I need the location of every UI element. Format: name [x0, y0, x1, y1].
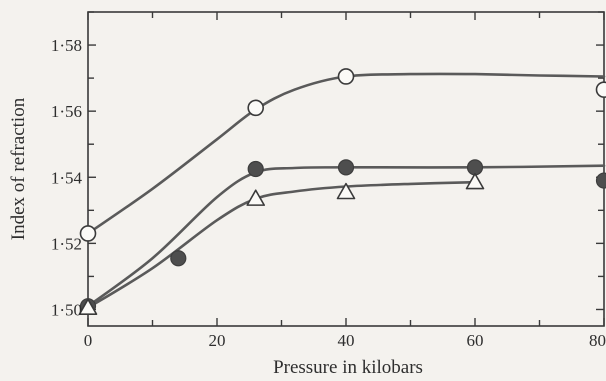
open-triangle-point	[465, 172, 485, 190]
fitted-curve-open-circle	[86, 72, 606, 235]
filled-circle-point	[337, 159, 355, 176]
y-tick-label: 1·56	[51, 102, 82, 121]
x-tick-label: 80	[589, 331, 606, 350]
filled-circle-point	[595, 172, 606, 189]
filled-circle-point	[247, 160, 264, 178]
y-tick-label: 1·58	[51, 36, 82, 55]
tick-labels: 0 20 40 60 80 1·50 1·52 1·54 1·56 1·58	[51, 36, 606, 350]
filled-circle-point	[466, 159, 484, 176]
x-tick-label: 0	[84, 331, 93, 350]
y-tick-label: 1·52	[51, 234, 82, 253]
x-tick-label: 60	[467, 331, 484, 350]
axes	[87, 11, 605, 327]
open-triangle-point	[246, 189, 265, 206]
y-tick-label: 1·54	[51, 168, 83, 187]
open-triangle-point	[78, 298, 98, 315]
y-axis-title: Index of refraction	[8, 97, 29, 240]
x-axis-title: Pressure in kilobars	[273, 357, 423, 378]
x-tick-label: 20	[209, 331, 226, 350]
x-tick-label: 40	[338, 331, 355, 350]
filled-circle-point	[170, 250, 187, 267]
open-circle-point	[337, 68, 355, 85]
open-circle-point	[247, 99, 264, 117]
open-triangle-point	[336, 182, 356, 200]
y-tick-label: 1·50	[51, 300, 82, 319]
data-points	[78, 68, 606, 315]
open-circle-point	[79, 225, 97, 242]
fitted-curve-open-triangle	[86, 180, 477, 310]
open-circle-point	[595, 81, 606, 98]
